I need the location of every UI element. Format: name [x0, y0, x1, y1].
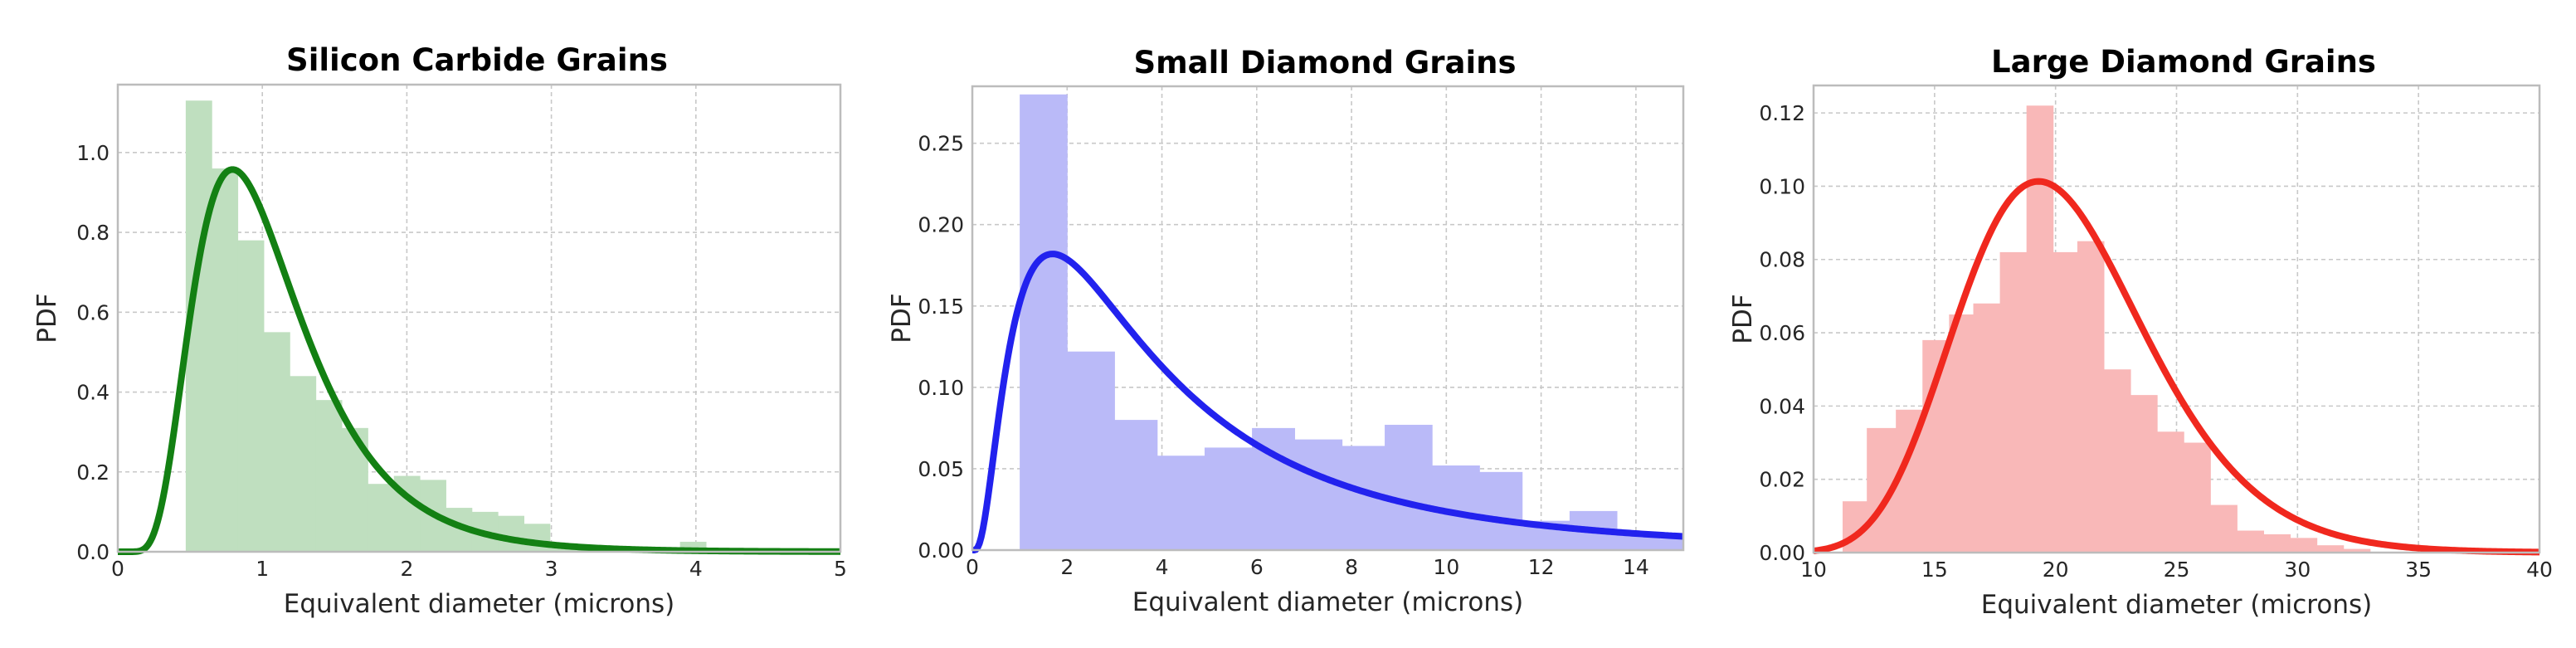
y-tick-label: 0.4 [76, 381, 110, 405]
x-tick-label: 1 [256, 557, 269, 581]
plot-frame [116, 83, 842, 553]
histogram-bar [2210, 504, 2238, 553]
x-axis-label: Equivalent diameter (microns) [1132, 587, 1523, 617]
y-tick-label: 0.2 [76, 460, 110, 485]
y-tick-label: 0.20 [918, 213, 964, 237]
y-tick-label: 0.10 [1759, 174, 1805, 198]
histogram-bar [290, 376, 317, 552]
histogram-bar [2263, 534, 2291, 553]
chart-title: Small Diamond Grains [1133, 45, 1516, 80]
histogram-bar [2237, 530, 2264, 553]
y-tick-label: 0.08 [1759, 248, 1805, 272]
histogram-bar [212, 168, 239, 553]
x-tick-label: 10 [1800, 558, 1827, 582]
histogram-bar [1020, 94, 1068, 551]
x-tick-label: 40 [2526, 558, 2553, 582]
x-tick-label: 4 [689, 557, 703, 581]
x-tick-label: 8 [1345, 555, 1358, 579]
y-tick-label: 0.6 [76, 300, 110, 324]
plot-frame [971, 85, 1685, 552]
histogram-bar [2290, 538, 2318, 553]
x-tick-label: 12 [1528, 555, 1555, 579]
x-tick-label: 5 [834, 557, 847, 581]
histogram-bar [2026, 105, 2054, 553]
x-tick-label: 14 [1623, 555, 1649, 579]
y-axis-label: PDF [32, 293, 62, 343]
x-tick-label: 4 [1156, 555, 1169, 579]
x-tick-label: 0 [111, 557, 124, 581]
y-tick-label: 0.25 [918, 132, 964, 156]
pdf-curve [1813, 178, 2540, 556]
y-tick-label: 0.15 [918, 295, 964, 319]
x-tick-label: 30 [2284, 558, 2311, 582]
y-tick-label: 1.0 [76, 141, 110, 165]
y-tick-label: 0.0 [76, 540, 110, 564]
histogram-bar [1067, 351, 1115, 550]
x-tick-label: 3 [545, 557, 558, 581]
histogram-bar [1385, 424, 1433, 550]
x-axis-label: Equivalent diameter (microns) [284, 589, 674, 619]
pdf-curve [971, 251, 1684, 553]
histogram-bar [1204, 447, 1253, 550]
x-tick-label: 15 [1921, 558, 1948, 582]
histogram-bar [263, 332, 290, 552]
y-tick-label: 0.02 [1759, 468, 1805, 492]
histogram-bar [1949, 314, 1974, 553]
histogram-bar [1114, 420, 1158, 550]
x-tick-label: 35 [2405, 558, 2432, 582]
chart-panel-silicon-carbide: Silicon Carbide Grains 0 1 2 3 4 5 0.0 0.2 0.4 0… [32, 42, 847, 619]
y-tick-label: 0.06 [1759, 321, 1805, 345]
histogram-bar [2316, 545, 2345, 553]
x-tick-label: 20 [2043, 558, 2069, 582]
histogram-bar [315, 400, 343, 552]
chart-title: Large Diamond Grains [1991, 44, 2376, 80]
x-tick-label: 6 [1250, 555, 1264, 579]
x-tick-label: 0 [966, 555, 979, 579]
histogram-bar [1999, 251, 2028, 553]
x-axis-label: Equivalent diameter (microns) [1981, 590, 2372, 620]
x-tick-label: 10 [1433, 555, 1459, 579]
chart-title: Silicon Carbide Grains [286, 42, 668, 78]
histogram-bar [2104, 369, 2131, 553]
y-tick-label: 0.10 [918, 376, 964, 400]
x-tick-label: 25 [2164, 558, 2190, 582]
y-tick-label: 0.04 [1759, 394, 1805, 418]
x-tick-label: 2 [1060, 555, 1074, 579]
chart-panel-large-diamond: Large Diamond Grains 10 15 20 25 30 35 40 0.00… [1728, 44, 2553, 620]
histogram-bar [1157, 456, 1205, 550]
chart-panel-small-diamond: Small Diamond Grains 0 2 4 6 8 10 12 14 0.00 0.0… [887, 45, 1685, 617]
y-tick-label: 0.05 [918, 457, 964, 481]
histogram-bar [1617, 535, 1660, 550]
histogram-bar [2157, 431, 2184, 553]
x-tick-label: 2 [400, 557, 413, 581]
y-tick-label: 0.12 [1759, 101, 1805, 125]
histogram-bar [2130, 395, 2158, 553]
plot-frame [1812, 84, 2541, 554]
histogram-bar [2053, 251, 2078, 553]
y-tick-label: 0.8 [76, 221, 110, 245]
y-tick-label: 0.00 [1759, 541, 1805, 565]
histogram-bar [2184, 442, 2211, 553]
histogram-bar [2343, 548, 2371, 553]
histogram-bar [237, 240, 265, 552]
histogram-bar [1294, 439, 1343, 550]
y-axis-label: PDF [1728, 294, 1758, 343]
histogram-bar [498, 515, 525, 552]
histogram-bar [1659, 538, 1684, 550]
y-axis-label: PDF [887, 293, 917, 343]
histogram-bar [368, 484, 395, 552]
y-tick-label: 0.00 [918, 538, 964, 563]
histogram-bar [1479, 471, 1523, 550]
histogram-bar [1973, 303, 2001, 553]
histogram-bar [2077, 241, 2105, 553]
